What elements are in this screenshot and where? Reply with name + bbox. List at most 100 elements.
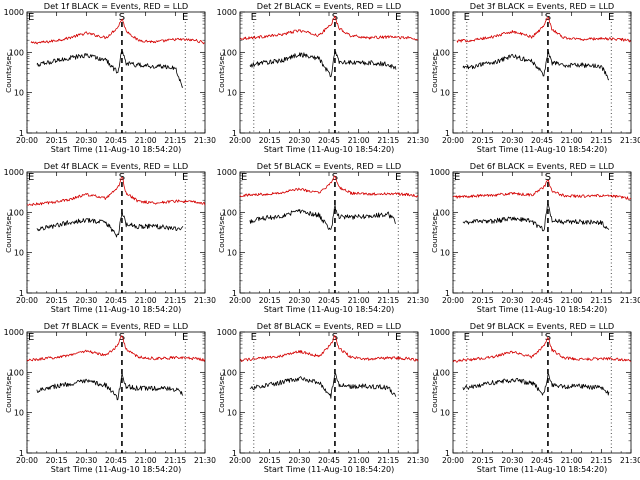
x-tick-label: 20:45 xyxy=(105,296,127,305)
x-axis-label: Start Time (11-Aug-10 18:54:20) xyxy=(264,465,395,474)
marker-label: S xyxy=(119,12,125,23)
series-events-line xyxy=(36,51,184,88)
x-tick-label: 20:00 xyxy=(442,456,464,465)
marker-label: E xyxy=(28,172,34,183)
x-tick-label: 21:15 xyxy=(164,456,186,465)
marker-label: E xyxy=(182,332,188,343)
marker-label: E xyxy=(464,12,470,23)
series-lld-line xyxy=(452,337,632,363)
x-tick-label: 20:00 xyxy=(16,456,38,465)
plot-frame xyxy=(26,11,206,134)
y-tick-label: 10 xyxy=(440,249,450,258)
x-tick-label: 21:30 xyxy=(194,136,216,145)
marker-label: E xyxy=(395,172,401,183)
x-tick-label: 21:00 xyxy=(135,136,157,145)
series-events-line xyxy=(249,204,397,230)
x-tick-label: 20:00 xyxy=(442,136,464,145)
x-tick-label: 20:45 xyxy=(318,296,340,305)
x-tick-label: 20:30 xyxy=(501,136,523,145)
x-axis-label: Start Time (11-Aug-10 18:54:20) xyxy=(51,465,182,474)
x-tick-label: 20:15 xyxy=(259,456,281,465)
x-tick-label: 20:30 xyxy=(288,136,310,145)
series-events-line xyxy=(36,372,184,401)
x-tick-label: 21:15 xyxy=(590,136,612,145)
y-axis-label: Counts/sec xyxy=(217,372,226,413)
x-tick-label: 20:15 xyxy=(259,296,281,305)
y-tick-label: 100 xyxy=(222,208,237,217)
x-tick-label: 20:00 xyxy=(229,456,251,465)
x-tick-label: 20:45 xyxy=(531,136,553,145)
marker-label: E xyxy=(395,332,401,343)
series-lld-line xyxy=(239,335,419,362)
x-tick-label: 20:45 xyxy=(318,456,340,465)
x-tick-label: 20:00 xyxy=(16,296,38,305)
x-tick-label: 21:00 xyxy=(348,296,370,305)
y-tick-label: 1 xyxy=(232,449,237,458)
x-tick-label: 21:00 xyxy=(135,296,157,305)
plot-frame xyxy=(239,171,419,294)
y-tick-label: 100 xyxy=(435,368,450,377)
marker-label: E xyxy=(608,12,614,23)
y-tick-label: 100 xyxy=(9,208,24,217)
chart-panel-4: Det 4f BLACK = Events, RED = LLD 1 10 100 10… xyxy=(4,161,216,314)
x-tick-label: 21:15 xyxy=(590,296,612,305)
chart-title: Det 4f BLACK = Events, RED = LLD xyxy=(44,161,188,171)
x-tick-label: 21:30 xyxy=(194,456,216,465)
x-tick-label: 20:15 xyxy=(472,296,494,305)
x-tick-label: 21:15 xyxy=(377,296,399,305)
series-events-line xyxy=(462,50,610,81)
y-tick-label: 1 xyxy=(445,289,450,298)
x-axis-label: Start Time (11-Aug-10 18:54:20) xyxy=(264,145,395,154)
marker-label: E xyxy=(395,12,401,23)
x-axis-label: Start Time (11-Aug-10 18:54:20) xyxy=(264,305,395,314)
x-tick-label: 20:30 xyxy=(75,296,97,305)
y-tick-label: 1000 xyxy=(430,8,450,17)
y-tick-label: 10 xyxy=(440,89,450,98)
x-tick-label: 20:30 xyxy=(75,136,97,145)
chart-title: Det 2f BLACK = Events, RED = LLD xyxy=(257,1,401,11)
x-tick-label: 21:00 xyxy=(348,456,370,465)
series-lld-line xyxy=(239,15,419,41)
marker-label: E xyxy=(608,332,614,343)
chart-title: Det 3f BLACK = Events, RED = LLD xyxy=(470,1,614,11)
x-tick-label: 21:15 xyxy=(590,456,612,465)
chart-panel-5: Det 5f BLACK = Events, RED = LLD 1 10 100 10… xyxy=(217,161,429,314)
chart-title: Det 7f BLACK = Events, RED = LLD xyxy=(44,321,188,331)
chart-title: Det 6f BLACK = Events, RED = LLD xyxy=(470,161,614,171)
y-axis-label: Counts/sec xyxy=(430,52,439,93)
y-axis-label: Counts/sec xyxy=(430,212,439,253)
chart-title: Det 9f BLACK = Events, RED = LLD xyxy=(470,321,614,331)
marker-label: E xyxy=(28,332,34,343)
series-lld-line xyxy=(452,179,632,200)
chart-panel-3: Det 3f BLACK = Events, RED = LLD 1 10 100 10… xyxy=(430,1,640,154)
x-tick-label: 20:45 xyxy=(105,136,127,145)
chart-panel-6: Det 6f BLACK = Events, RED = LLD 1 10 100 10… xyxy=(430,161,640,314)
marker-label: S xyxy=(119,332,125,343)
x-tick-label: 20:15 xyxy=(46,136,68,145)
x-tick-label: 20:45 xyxy=(531,296,553,305)
y-tick-label: 100 xyxy=(222,368,237,377)
y-tick-label: 1 xyxy=(19,449,24,458)
y-tick-label: 1000 xyxy=(4,168,24,177)
y-tick-label: 1000 xyxy=(217,8,237,17)
chart-panel-8: Det 8f BLACK = Events, RED = LLD 1 10 100 10… xyxy=(217,321,429,474)
series-lld-line xyxy=(26,176,206,206)
x-tick-label: 21:30 xyxy=(407,136,429,145)
plot-frame xyxy=(26,171,206,294)
marker-label: E xyxy=(182,12,188,23)
y-tick-label: 10 xyxy=(440,409,450,418)
marker-label: E xyxy=(241,172,247,183)
y-tick-label: 10 xyxy=(14,409,24,418)
y-tick-label: 1000 xyxy=(430,168,450,177)
chart-panel-7: Det 7f BLACK = Events, RED = LLD 1 10 100 10… xyxy=(4,321,216,474)
plot-frame xyxy=(452,171,632,294)
x-tick-label: 21:30 xyxy=(620,136,640,145)
x-axis-label: Start Time (11-Aug-10 18:54:20) xyxy=(477,465,608,474)
chart-title: Det 8f BLACK = Events, RED = LLD xyxy=(257,321,401,331)
y-tick-label: 1 xyxy=(19,289,24,298)
x-tick-label: 21:15 xyxy=(164,136,186,145)
series-events-line xyxy=(36,211,184,238)
y-tick-label: 1 xyxy=(445,129,450,138)
y-tick-label: 100 xyxy=(9,48,24,57)
